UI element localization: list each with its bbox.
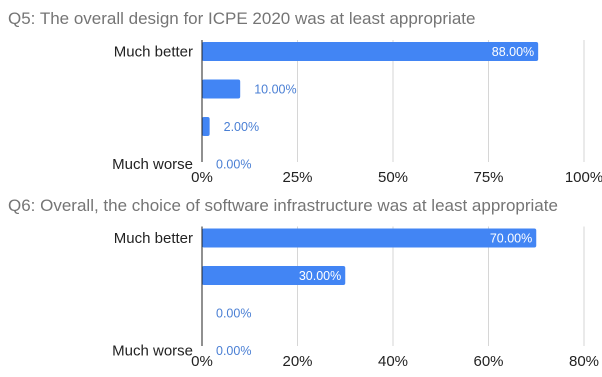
q6-bar <box>202 228 537 248</box>
q5-tick-label: 100% <box>565 169 602 186</box>
q5-data-label: 88.00% <box>492 45 534 59</box>
q5-tick-label: 75% <box>473 169 503 186</box>
q5-category-label: Much better <box>114 44 193 61</box>
q5-bar <box>202 79 241 99</box>
q6-chart-title: Q6: Overall, the choice of software infr… <box>8 196 558 215</box>
q5-data-label: 10.00% <box>254 83 296 97</box>
q5-category-label: Much worse <box>112 156 193 173</box>
q5-data-label: 0.00% <box>216 158 251 172</box>
q6-data-label: 0.00% <box>216 344 251 358</box>
q6-category-label: Much better <box>114 230 193 247</box>
q6-tick-label: 20% <box>282 353 312 370</box>
q6-tick-label: 0% <box>191 353 213 370</box>
q6-data-label: 0.00% <box>216 307 251 321</box>
q6-data-label: 70.00% <box>490 232 532 246</box>
q5-chart-title: Q5: The overall design for ICPE 2020 was… <box>8 9 475 28</box>
q6-category-label: Much worse <box>112 343 193 360</box>
q5-bar <box>202 42 539 61</box>
q5-tick-label: 50% <box>378 169 408 186</box>
q6-tick-label: 80% <box>569 353 599 370</box>
q6-tick-label: 40% <box>378 353 408 370</box>
q6-tick-label: 60% <box>473 353 503 370</box>
q6-bar <box>202 266 346 285</box>
q5-tick-label: 25% <box>282 169 312 186</box>
q5-bar <box>202 117 210 136</box>
q6-data-label: 30.00% <box>299 269 341 283</box>
q5-data-label: 2.00% <box>224 120 259 134</box>
q5-tick-label: 0% <box>191 169 213 186</box>
